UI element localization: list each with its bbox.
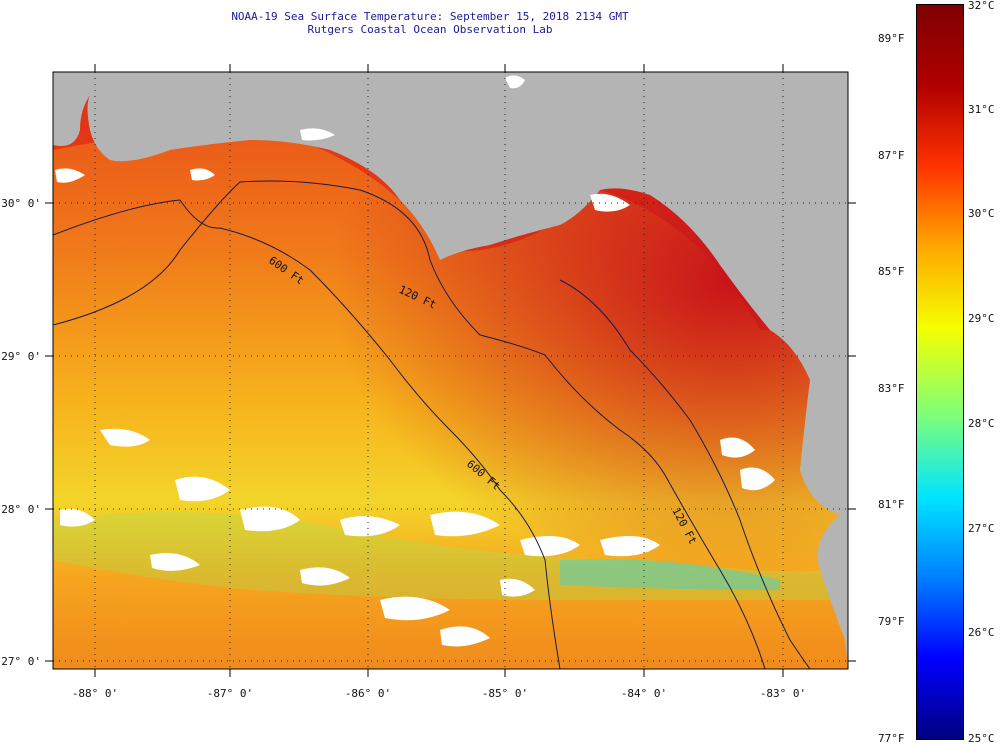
contour-600ft-line	[53, 199, 561, 669]
cbar-fahrenheit-label: 89°F	[878, 32, 905, 45]
cbar-fahrenheit-label: 85°F	[878, 265, 905, 278]
map-area: 120 Ft 600 Ft 600 Ft 120 Ft	[53, 72, 848, 669]
cbar-fahrenheit-label: 81°F	[878, 498, 905, 511]
sst-map: 120 Ft 600 Ft 600 Ft 120 Ft	[1, 64, 856, 700]
cbar-fahrenheit-label: 87°F	[878, 149, 905, 162]
land-mass	[53, 72, 848, 669]
latitude-labels: 30° 0' 29° 0' 28° 0' 27° 0'	[1, 197, 41, 668]
lat-tick-label: 27° 0'	[1, 655, 41, 668]
lon-tick-label: -83° 0'	[760, 687, 806, 700]
lon-tick-label: -86° 0'	[345, 687, 391, 700]
island-cloud	[505, 75, 525, 89]
contour-shelf-line	[559, 279, 811, 669]
cbar-celsius-label: 28°C	[968, 417, 995, 430]
cool-band	[53, 512, 848, 600]
tick-marks	[45, 64, 856, 677]
lat-tick-label: 30° 0'	[1, 197, 41, 210]
lon-tick-label: -84° 0'	[621, 687, 667, 700]
cbar-celsius-label: 25°C	[968, 732, 995, 745]
cloud-patches	[55, 128, 775, 647]
coolest-band	[560, 559, 780, 590]
cbar-celsius-label: 32°C	[968, 0, 995, 12]
cbar-celsius-label: 27°C	[968, 522, 995, 535]
cbar-celsius-label: 29°C	[968, 312, 995, 325]
cbar-celsius-label: 26°C	[968, 626, 995, 639]
lon-tick-label: -87° 0'	[207, 687, 253, 700]
lon-tick-label: -88° 0'	[72, 687, 118, 700]
depth-contours	[53, 180, 811, 669]
cbar-celsius-label: 30°C	[968, 207, 995, 220]
lat-tick-label: 28° 0'	[1, 503, 41, 516]
graticule	[53, 72, 848, 669]
lon-tick-label: -85° 0'	[482, 687, 528, 700]
longitude-labels: -88° 0' -87° 0' -86° 0' -85° 0' -84° 0' …	[72, 687, 806, 700]
map-frame	[52, 71, 849, 670]
color-scale-bar	[916, 4, 964, 740]
contour-120ft-line	[53, 180, 766, 669]
map-subtitle: Rutgers Coastal Ocean Observation Lab	[307, 23, 553, 36]
cbar-celsius-label: 31°C	[968, 103, 995, 116]
cbar-fahrenheit-label: 83°F	[878, 382, 905, 395]
cbar-fahrenheit-label: 77°F	[878, 732, 905, 745]
map-title: NOAA-19 Sea Surface Temperature: Septemb…	[231, 10, 629, 23]
lat-tick-label: 29° 0'	[1, 350, 41, 363]
cbar-fahrenheit-label: 79°F	[878, 615, 905, 628]
